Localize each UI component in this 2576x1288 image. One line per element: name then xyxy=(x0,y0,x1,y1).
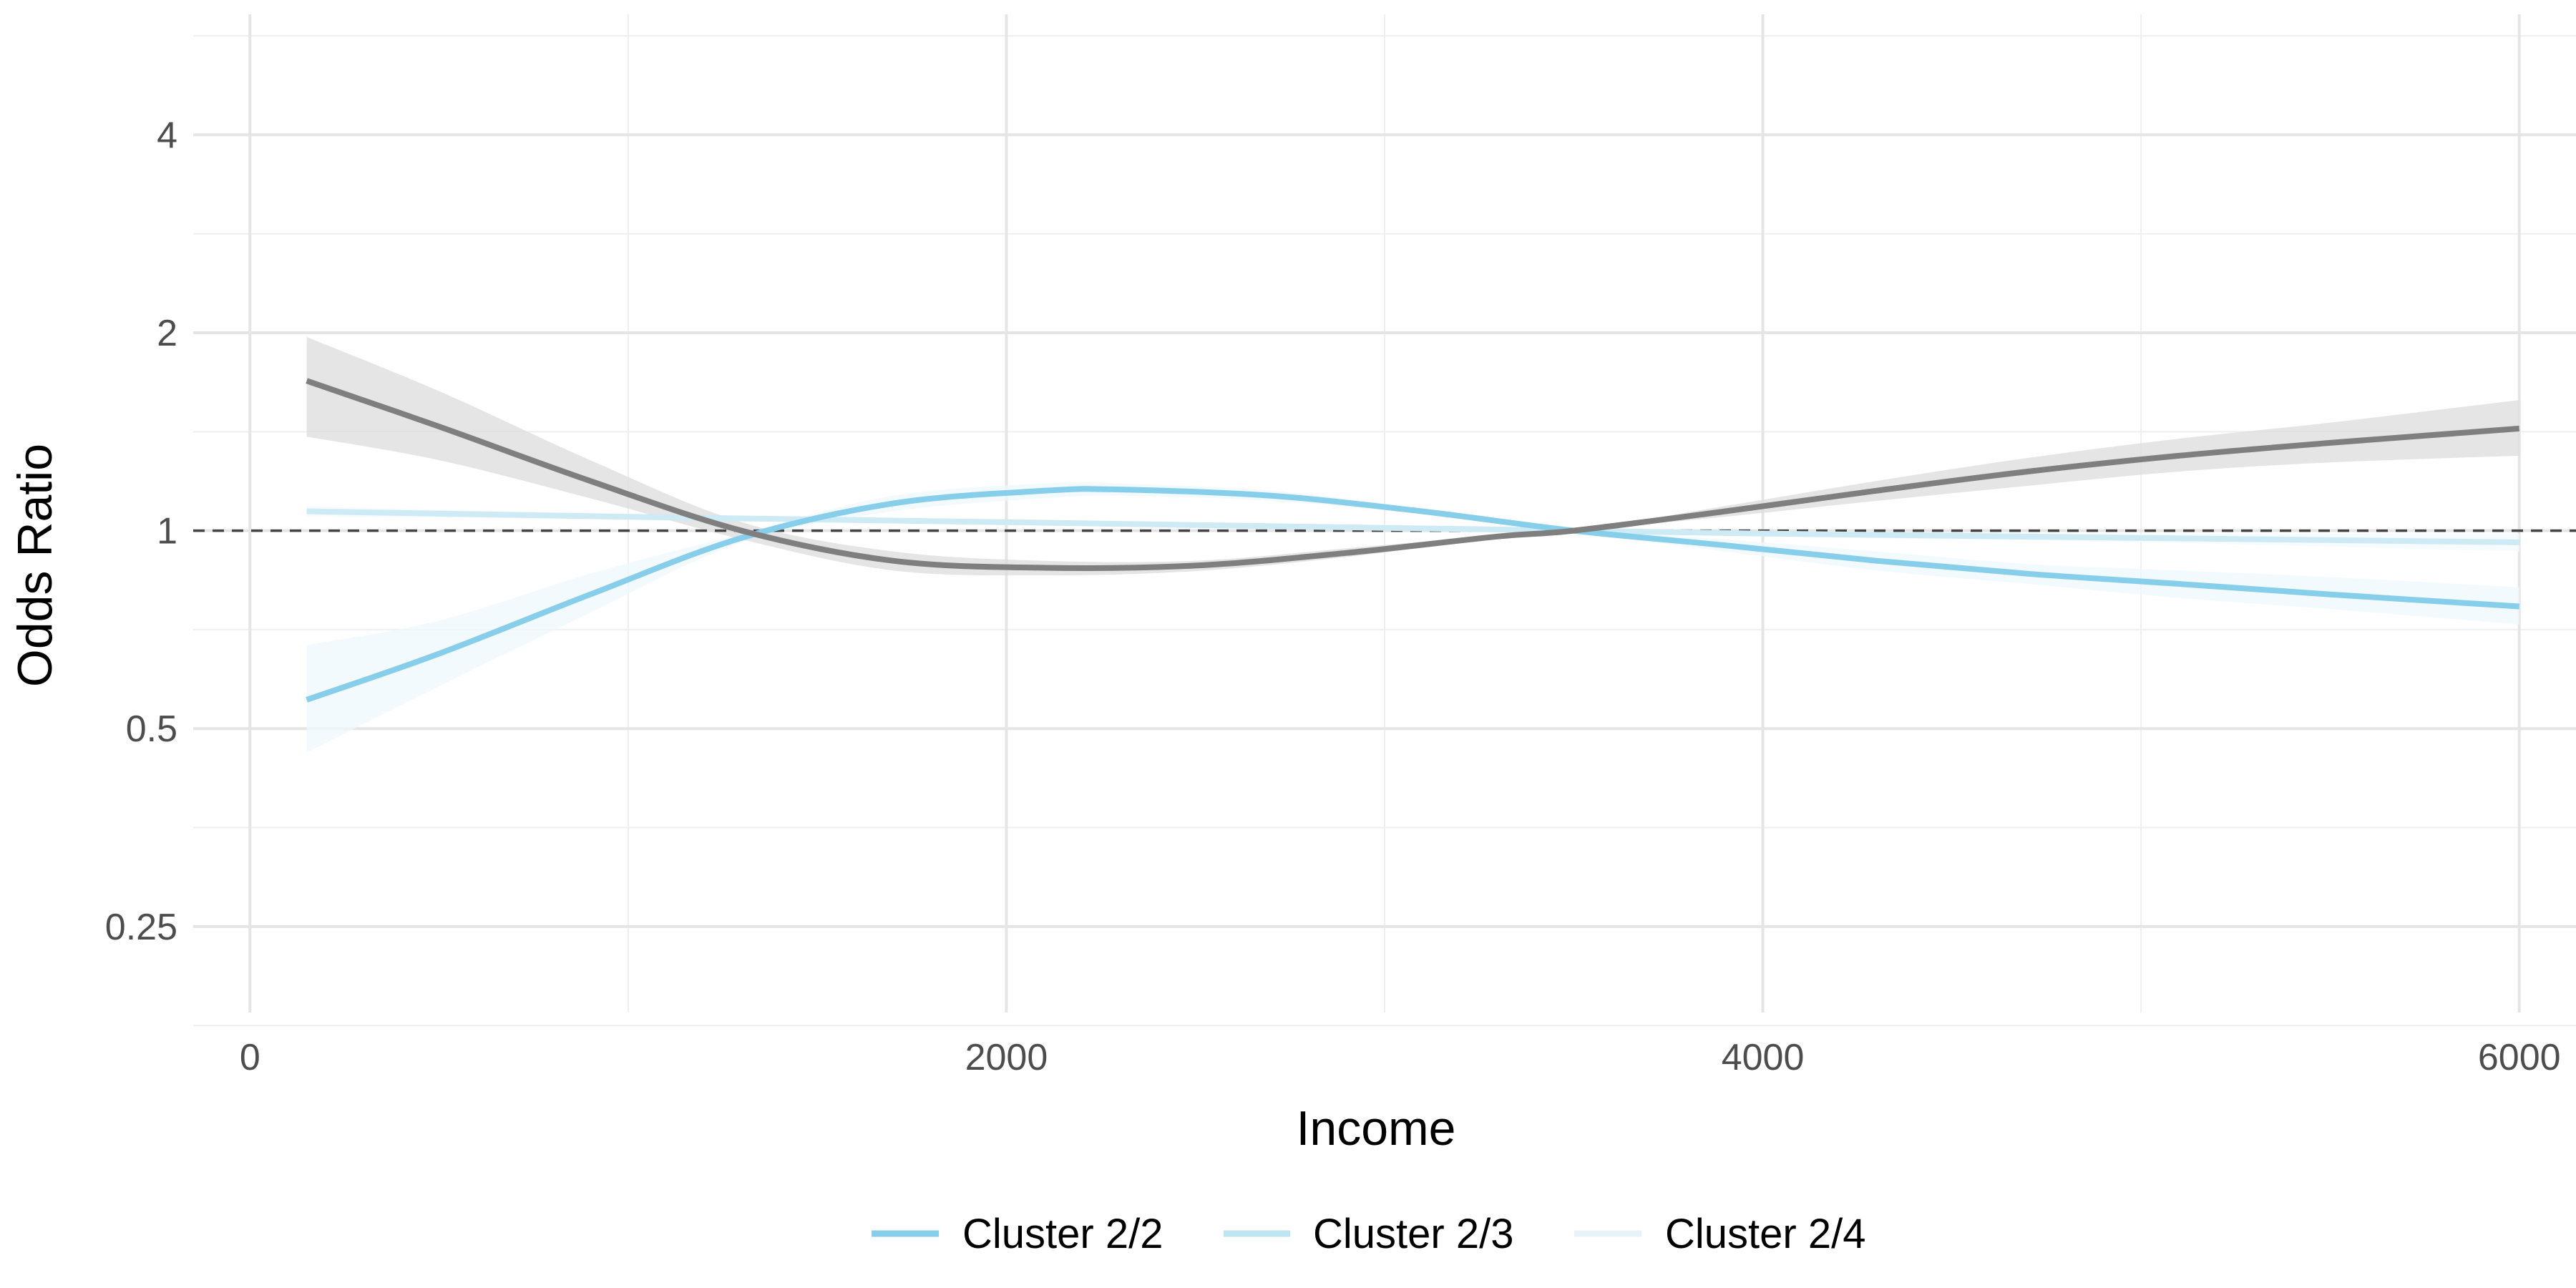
y-tick-label: 0.5 xyxy=(126,708,177,750)
y-tick-label: 2 xyxy=(157,313,177,354)
y-tick-label: 0.25 xyxy=(105,907,177,948)
legend-label-cluster-2-4: Cluster 2/4 xyxy=(1665,1211,1865,1257)
confidence-band-series-1 xyxy=(306,482,2519,753)
x-tick-label: 4000 xyxy=(1722,1037,1805,1078)
grid xyxy=(193,14,2576,1027)
confidence-band-series-0 xyxy=(306,337,2519,576)
legend-label-cluster-2-3: Cluster 2/3 xyxy=(1313,1211,1513,1257)
y-tick-label: 1 xyxy=(157,511,177,552)
series-lines xyxy=(306,378,2519,703)
x-tick-label: 0 xyxy=(240,1037,260,1078)
series-line-2 xyxy=(306,508,2519,545)
series-line-0 xyxy=(306,378,2519,572)
y-axis-title: Odds Ratio xyxy=(8,444,62,687)
x-tick-label: 2000 xyxy=(965,1037,1048,1078)
legend: Cluster 2/2 Cluster 2/3 Cluster 2/4 xyxy=(872,1211,1865,1257)
y-tick-labels: 0.25 0.5 1 2 4 xyxy=(105,114,177,947)
x-axis-title: Income xyxy=(1297,1101,1456,1156)
x-tick-label: 6000 xyxy=(2478,1037,2561,1078)
series-line-1 xyxy=(306,486,2519,703)
legend-label-cluster-2-2: Cluster 2/2 xyxy=(962,1211,1163,1257)
x-tick-labels: 0 2000 4000 6000 xyxy=(240,1037,2561,1078)
y-tick-label: 4 xyxy=(157,114,177,156)
